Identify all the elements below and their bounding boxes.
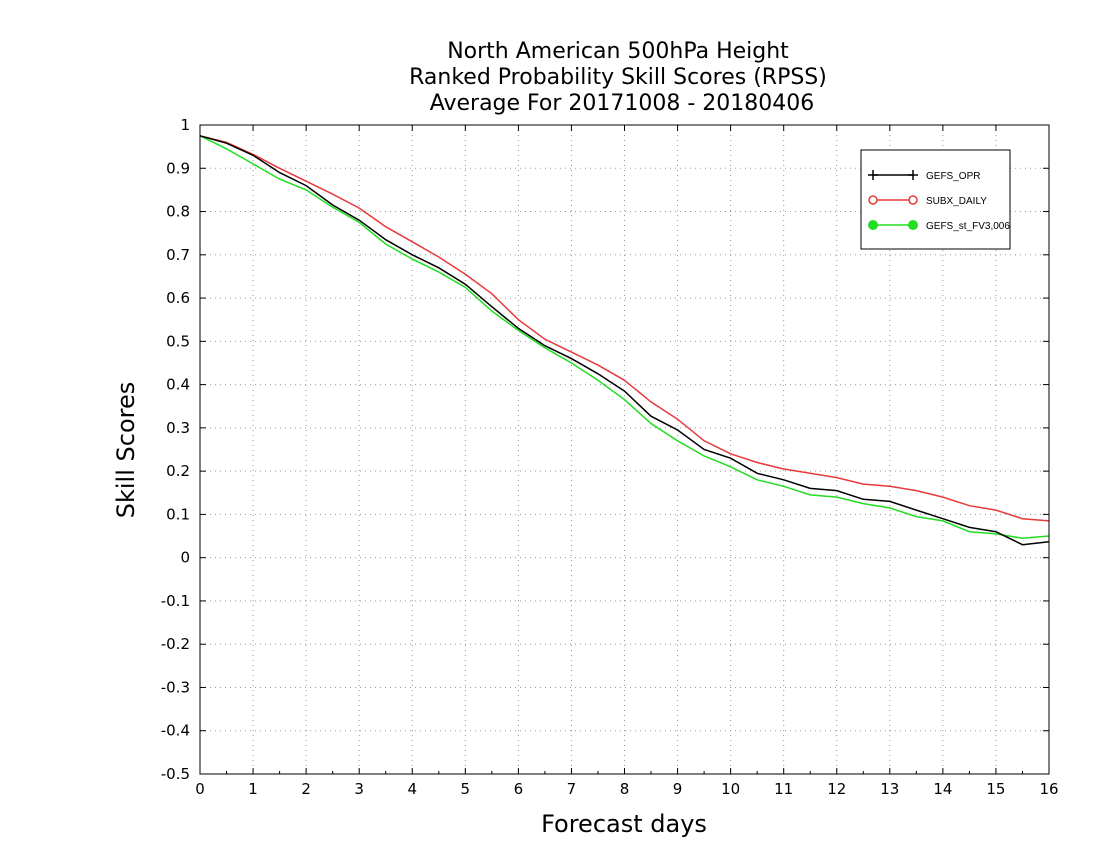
x-tick-label: 7 (567, 780, 577, 798)
y-tick-label: 0.8 (166, 203, 190, 221)
legend-marker (908, 195, 918, 205)
grid-lines (200, 125, 1049, 774)
y-axis-ticks: -0.5 -0.4 -0.3 -0.2 -0.1 0 0.1 0.2 0.3 0.4 0.5 0.6 0… (161, 116, 1049, 783)
series-line-0 (199, 135, 1050, 546)
y-tick-label: 1 (180, 116, 190, 134)
x-tick-label: 10 (721, 780, 740, 798)
x-tick-label: 5 (461, 780, 471, 798)
y-tick-label: 0.4 (166, 376, 190, 394)
series-lines (199, 135, 1050, 546)
y-tick-label: -0.2 (161, 635, 190, 653)
x-tick-label: 4 (407, 780, 417, 798)
x-tick-label: 15 (986, 780, 1005, 798)
legend: GEFS_OPR SUBX_DAILY GEFS_st_FV3,006 (860, 149, 1011, 250)
x-tick-label: 6 (514, 780, 524, 798)
y-tick-label: 0.9 (166, 159, 190, 177)
chart-title-line-2: Ranked Probability Skill Scores (RPSS) (409, 65, 827, 90)
y-tick-label: -0.5 (161, 765, 190, 783)
legend-label: SUBX_DAILY (926, 196, 987, 207)
x-tick-label: 0 (195, 780, 205, 798)
legend-label: GEFS_st_FV3,006 (926, 221, 1010, 232)
x-tick-label: 8 (620, 780, 630, 798)
y-tick-label: -0.4 (161, 722, 190, 740)
x-tick-label: 1 (248, 780, 258, 798)
chart-title-line-1: North American 500hPa Height (447, 39, 789, 64)
legend-label: GEFS_OPR (926, 171, 980, 182)
x-tick-label: 2 (301, 780, 311, 798)
x-tick-label: 14 (933, 780, 952, 798)
legend-marker (908, 220, 918, 230)
x-tick-label: 9 (673, 780, 683, 798)
y-tick-label: 0.1 (166, 505, 190, 523)
x-tick-label: 13 (880, 780, 899, 798)
legend-marker (868, 195, 878, 205)
x-axis-ticks: 0 1 2 3 4 5 6 7 8 9 10 11 12 13 14 15 16 (195, 125, 1059, 798)
chart-title-line-3: Average For 20171008 - 20180406 (430, 91, 815, 116)
y-tick-label: 0.6 (166, 289, 190, 307)
series-line-1 (199, 135, 1050, 522)
x-tick-label: 3 (354, 780, 364, 798)
x-tick-label: 16 (1039, 780, 1058, 798)
y-tick-label: 0.7 (166, 246, 190, 264)
y-axis-label: Skill Scores (112, 382, 140, 519)
y-tick-label: 0 (180, 549, 190, 567)
y-tick-label: 0.5 (166, 332, 190, 350)
chart-title: North American 500hPa Height Ranked Prob… (409, 39, 827, 116)
legend-marker (868, 220, 878, 230)
x-tick-label: 11 (774, 780, 793, 798)
y-tick-label: -0.1 (161, 592, 190, 610)
x-axis-label: Forecast days (541, 810, 707, 838)
x-tick-label: 12 (827, 780, 846, 798)
series-line-2 (199, 135, 1050, 539)
y-tick-label: 0.3 (166, 419, 190, 437)
y-tick-label: -0.3 (161, 678, 190, 696)
y-tick-label: 0.2 (166, 462, 190, 480)
